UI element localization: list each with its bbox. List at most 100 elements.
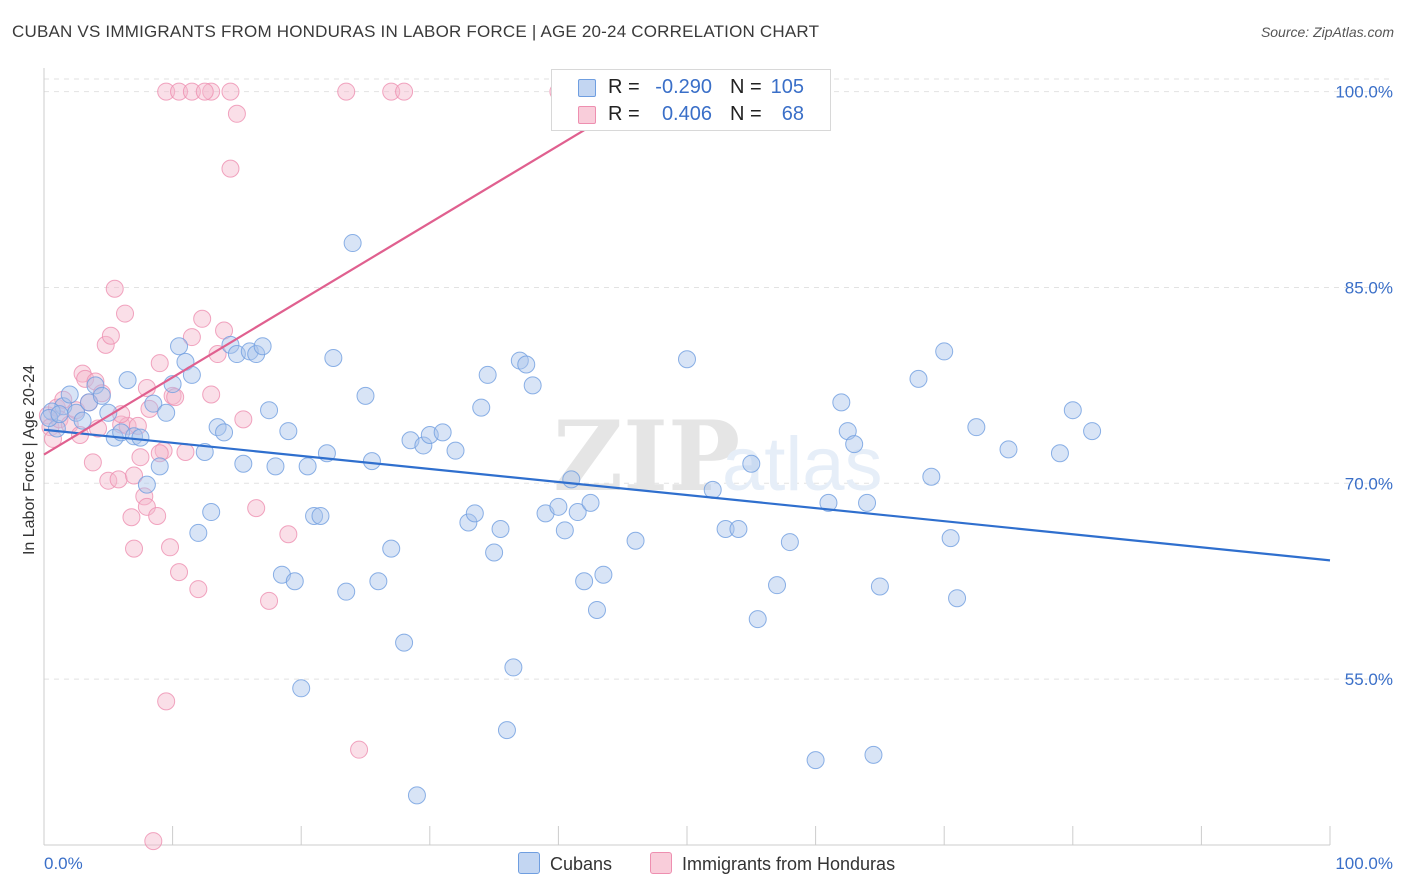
honduras-point-52 [279, 525, 298, 544]
cuban-point-79 [594, 565, 613, 584]
cuban-point-55 [407, 786, 426, 805]
x-tick-label-min: 0.0% [44, 854, 83, 873]
r-label: R = [608, 103, 640, 125]
cuban-point-42 [298, 457, 317, 476]
honduras-point-63 [195, 82, 214, 101]
cuban-point-93 [858, 493, 877, 512]
cuban-point-94 [870, 577, 889, 596]
honduras-point-45 [208, 345, 227, 364]
cuban-point-97 [935, 342, 954, 361]
cuban-point-20 [157, 403, 176, 422]
cubans-trend-line [43, 428, 1331, 562]
cuban-point-48 [343, 234, 362, 253]
cuban-point-35 [253, 337, 272, 356]
honduras-point-22 [116, 304, 135, 323]
cuban-point-65 [491, 520, 510, 539]
legend-row-honduras: R = 0.406 N = 68 [552, 101, 830, 127]
cuban-point-56 [414, 436, 433, 455]
cuban-point-16 [131, 428, 150, 447]
cuban-point-15 [125, 427, 144, 446]
cuban-point-63 [478, 365, 497, 384]
honduras-point-44 [202, 385, 221, 404]
cuban-point-7 [50, 405, 69, 424]
cuban-point-51 [369, 572, 388, 591]
cuban-point-59 [446, 441, 465, 460]
cuban-point-89 [819, 493, 838, 512]
r-label: R = [608, 76, 640, 98]
cuban-point-61 [465, 504, 484, 523]
honduras-point-12 [83, 453, 102, 472]
cuban-point-6 [40, 409, 59, 428]
honduras-legend-label: Immigrants from Honduras [682, 854, 896, 874]
cuban-point-80 [626, 531, 645, 550]
cuban-point-99 [948, 589, 967, 608]
cuban-point-83 [716, 520, 735, 539]
honduras-point-10 [76, 369, 95, 388]
r-value: 0.406 [661, 103, 712, 125]
cuban-point-60 [459, 513, 478, 532]
honduras-point-59 [337, 82, 356, 101]
cuban-point-104 [1083, 422, 1102, 441]
honduras-legend-swatch [650, 852, 672, 874]
cuban-point-105 [806, 751, 825, 770]
honduras-point-29 [137, 497, 156, 516]
correlation-legend: R = -0.290 N = 105 R = 0.406 N = 68 [551, 69, 831, 131]
cuban-point-85 [742, 454, 761, 473]
honduras-point-55 [170, 82, 189, 101]
cuban-point-77 [581, 493, 600, 512]
legend-item-cubans[interactable]: Cubans [518, 852, 612, 875]
cuban-point-36 [260, 401, 279, 420]
cuban-point-73 [555, 521, 574, 540]
cubans-legend-swatch [518, 852, 540, 874]
cuban-point-52 [382, 539, 401, 558]
cuban-point-26 [195, 442, 214, 461]
cuban-point-66 [497, 721, 516, 740]
y-tick-label-2: 85.0% [1345, 278, 1393, 297]
cuban-point-53 [395, 633, 414, 652]
honduras-trend-line [43, 90, 649, 456]
cuban-point-29 [215, 423, 234, 442]
honduras-point-16 [96, 335, 115, 354]
cubans-legend-label: Cubans [550, 854, 613, 874]
cuban-point-11 [99, 403, 118, 422]
cuban-point-14 [118, 371, 137, 390]
cuban-point-50 [362, 452, 381, 471]
honduras-point-50 [247, 499, 266, 518]
honduras-point-60 [382, 82, 401, 101]
cuban-point-82 [703, 480, 722, 499]
honduras-point-31 [144, 832, 163, 851]
honduras-point-36 [161, 538, 180, 557]
cuban-point-92 [845, 435, 864, 454]
y-axis-label: In Labor Force | Age 20-24 [21, 365, 38, 555]
cuban-point-75 [568, 503, 587, 522]
honduras-point-57 [202, 82, 221, 101]
honduras-point-35 [157, 692, 176, 711]
trend-lines [43, 90, 1331, 562]
honduras-point-43 [193, 309, 212, 328]
honduras-point-24 [122, 508, 141, 527]
honduras-point-61 [395, 82, 414, 101]
cuban-point-43 [305, 506, 324, 525]
honduras-point-53 [350, 740, 369, 759]
cuban-point-98 [941, 529, 960, 548]
honduras-point-54 [157, 82, 176, 101]
cubans-swatch [578, 79, 596, 97]
honduras-point-26 [128, 416, 147, 435]
honduras-point-33 [150, 354, 169, 373]
n-label: N = [730, 76, 762, 98]
cuban-point-3 [73, 411, 92, 430]
cuban-point-9 [86, 376, 105, 395]
cuban-point-70 [523, 376, 542, 395]
cuban-point-67 [504, 658, 523, 677]
cuban-point-47 [337, 582, 356, 601]
cuban-point-103 [1063, 401, 1082, 420]
honduras-point-47 [221, 159, 240, 178]
cuban-point-25 [189, 523, 208, 542]
legend-item-honduras[interactable]: Immigrants from Honduras [650, 852, 895, 875]
honduras-point-56 [182, 82, 201, 101]
chart-title: CUBAN VS IMMIGRANTS FROM HONDURAS IN LAB… [12, 22, 820, 41]
n-value: 68 [781, 103, 804, 125]
cuban-point-44 [311, 506, 330, 525]
honduras-point-42 [189, 580, 208, 599]
